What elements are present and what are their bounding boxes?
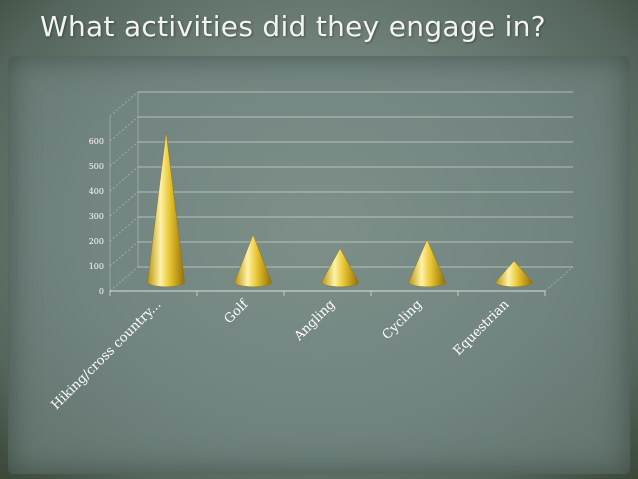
y-tick-labels: 0 100 200 300 400 500 600 — [89, 137, 104, 296]
floor-edge — [544, 266, 574, 292]
x-tick-label: Hiking/cross country... — [49, 297, 165, 413]
cone-bar — [321, 248, 359, 287]
cones — [147, 132, 533, 287]
x-tick-labels: Hiking/cross country... Golf Angling Cyc… — [49, 296, 513, 413]
gridline-side — [109, 241, 139, 267]
cone-body — [147, 132, 185, 287]
gridline-side — [109, 141, 139, 167]
gridlines — [109, 91, 573, 292]
cone-bar — [147, 132, 185, 287]
y-tick-label: 600 — [89, 137, 104, 146]
y-tick-label: 100 — [89, 262, 104, 271]
cone-body — [321, 248, 359, 287]
gridline-side — [109, 91, 139, 117]
x-tick-label: Cycling — [380, 297, 426, 343]
gridline-side — [109, 116, 139, 142]
y-tick-label: 500 — [89, 162, 104, 171]
cone-body — [495, 260, 533, 287]
gridline-side — [109, 191, 139, 217]
x-tick-label: Golf — [221, 296, 252, 327]
y-tick-label: 300 — [89, 212, 104, 221]
gridline-side — [109, 266, 139, 292]
content-panel — [8, 56, 630, 474]
gridline-side — [109, 216, 139, 242]
cone-bar — [234, 234, 272, 287]
slide-title: What activities did they engage in? — [40, 10, 546, 43]
cone-bar — [495, 260, 533, 287]
cone-body — [408, 239, 446, 287]
x-tick-label: Angling — [291, 297, 338, 344]
gridline-side — [109, 166, 139, 192]
y-tick-label: 0 — [99, 287, 104, 296]
cone-bar — [408, 239, 446, 287]
back-wall — [137, 92, 574, 292]
x-tick-label: Equestrian — [451, 297, 513, 359]
cone-body — [234, 234, 272, 287]
y-tick-label: 400 — [89, 187, 104, 196]
y-tick-label: 200 — [89, 237, 104, 246]
axes — [109, 116, 546, 296]
